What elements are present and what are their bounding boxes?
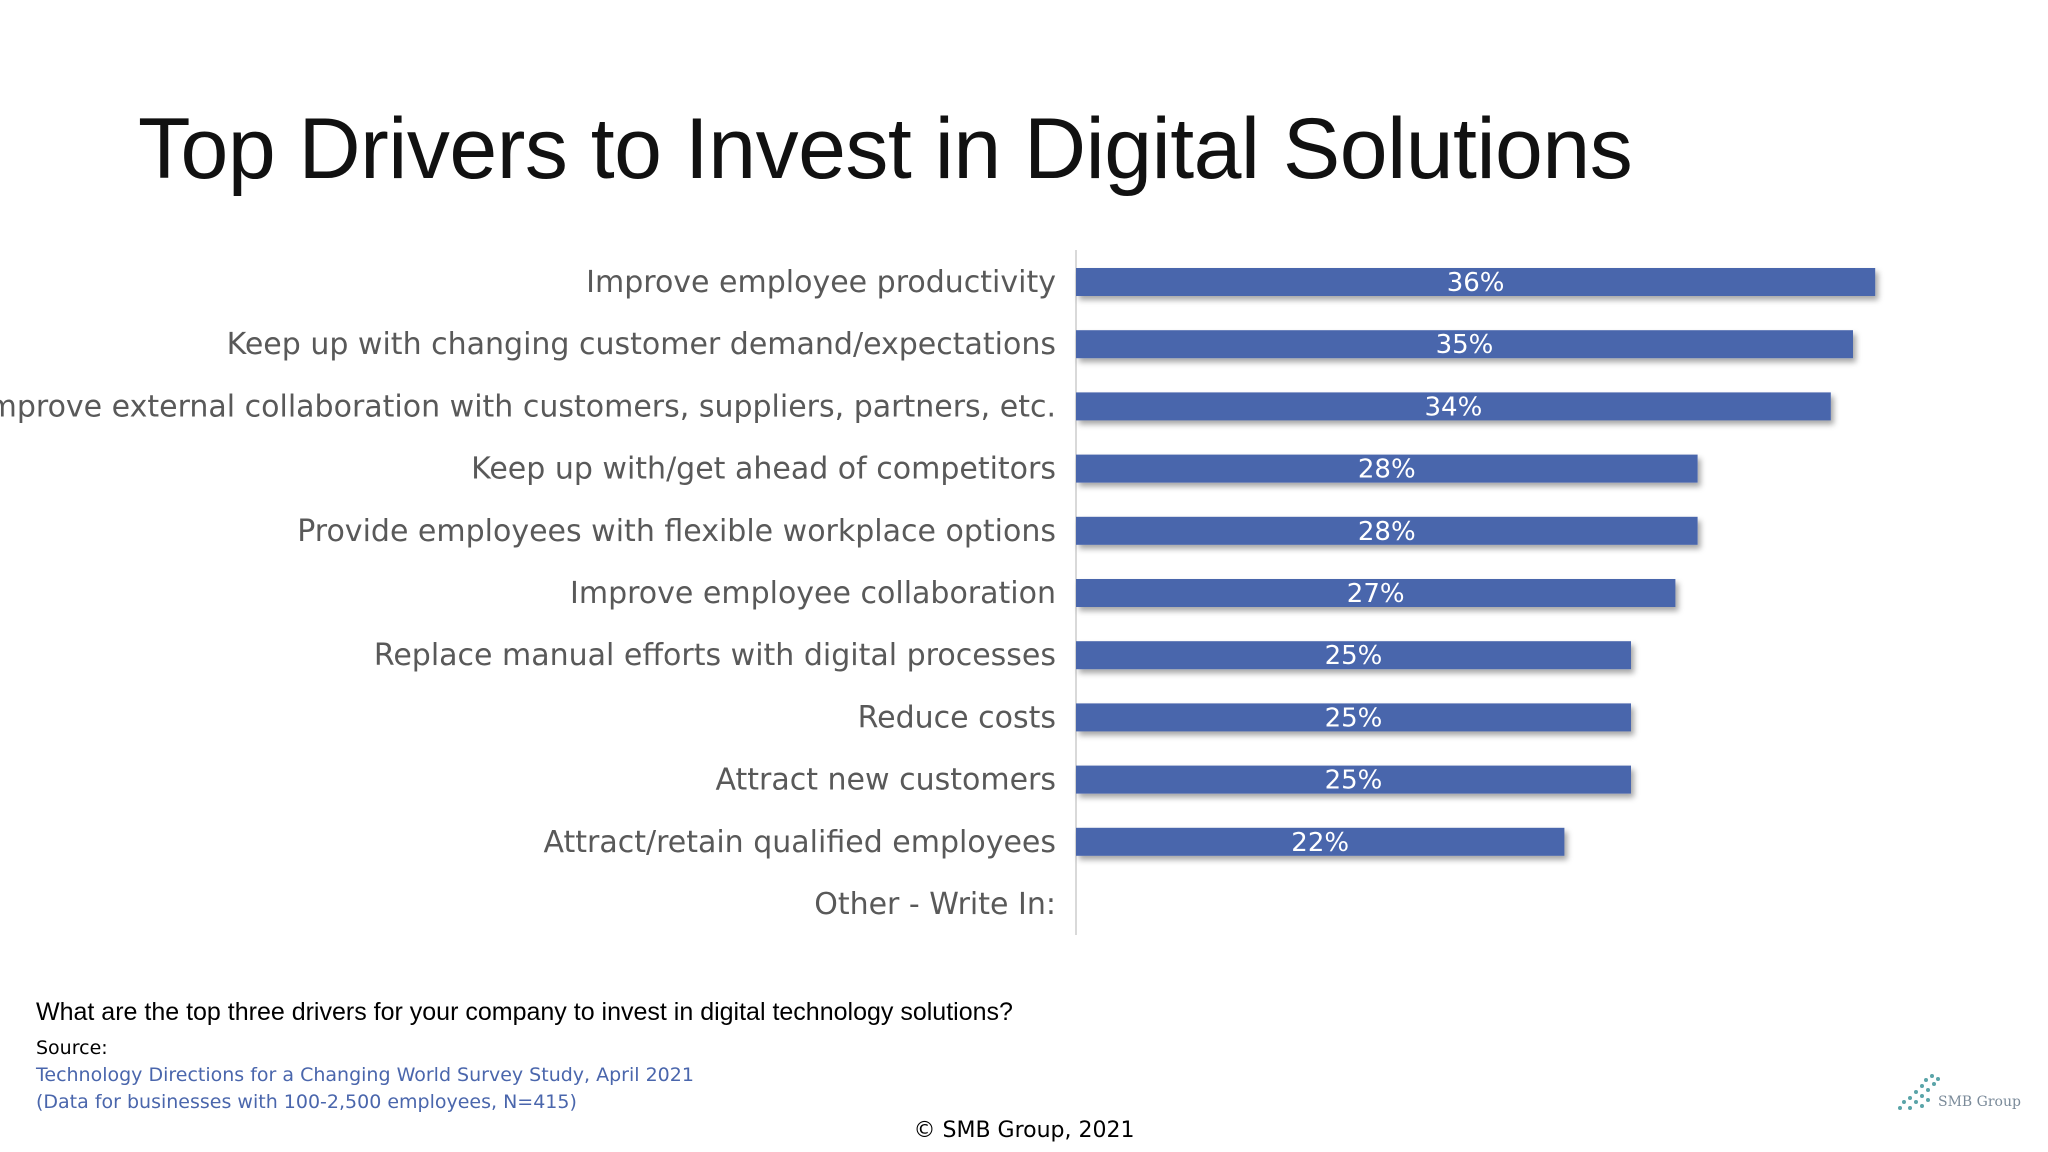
bar: [1076, 641, 1631, 670]
category-label: Improve external collaboration with cust…: [0, 389, 1056, 424]
source-sample: (Data for businesses with 100-2,500 empl…: [36, 1091, 577, 1113]
data-label: 36%: [1447, 268, 1505, 298]
source-label: Source:: [36, 1037, 108, 1059]
category-label: Improve employee collaboration: [570, 576, 1056, 611]
data-label: 35%: [1436, 330, 1494, 360]
smb-group-logo-icon: SMB Group: [1898, 1074, 2021, 1110]
bar: [1076, 392, 1831, 421]
bar: [1076, 454, 1698, 483]
category-label: Keep up with/get ahead of competitors: [471, 452, 1056, 487]
bar-chart: Improve employee productivity 36% Keep up …: [0, 250, 1876, 935]
bar: [1076, 765, 1631, 794]
bar: [1076, 516, 1698, 545]
bar: [1076, 268, 1876, 296]
data-label: 27%: [1347, 579, 1405, 609]
bar: [1076, 827, 1565, 856]
data-label: 25%: [1325, 766, 1383, 796]
logo-text: SMB Group: [1938, 1094, 2021, 1110]
category-label: Improve employee productivity: [586, 265, 1056, 300]
copyright: © SMB Group, 2021: [913, 1118, 1135, 1143]
category-label: Replace manual efforts with digital proc…: [374, 638, 1056, 673]
bar: [1076, 579, 1676, 607]
data-label: 22%: [1291, 828, 1349, 858]
data-label: 25%: [1325, 641, 1383, 671]
data-label: 28%: [1358, 517, 1416, 547]
page-title: Top Drivers to Invest in Digital Solutio…: [138, 101, 1633, 197]
data-label: 28%: [1358, 455, 1416, 485]
category-label: Other - Write In:: [814, 887, 1056, 922]
source-study: Technology Directions for a Changing Wor…: [36, 1064, 694, 1086]
category-label: Keep up with changing customer demand/ex…: [227, 327, 1056, 362]
bar: [1076, 330, 1853, 359]
survey-question: What are the top three drivers for your …: [36, 998, 1013, 1026]
category-label: Attract/retain qualified employees: [543, 825, 1056, 860]
data-label: 25%: [1325, 703, 1383, 733]
category-label: Attract new customers: [716, 763, 1056, 798]
data-label: 34%: [1425, 392, 1483, 422]
category-label: Reduce costs: [858, 700, 1056, 735]
bar: [1076, 703, 1631, 732]
category-label: Provide employees with flexible workplac…: [297, 514, 1056, 549]
